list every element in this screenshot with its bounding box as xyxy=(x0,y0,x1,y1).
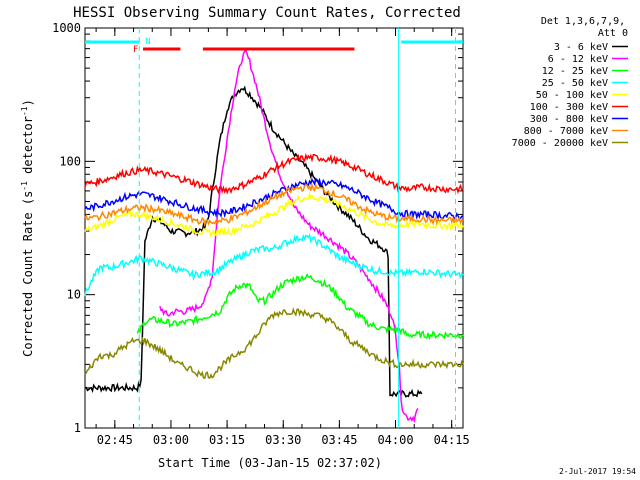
x-axis-ticks: 02:45 03:00 03:15 03:30 03:45 04:00 04:15 xyxy=(95,28,470,447)
x-tick-label: 04:15 xyxy=(434,433,470,447)
y-axis-ticks: 1 10 100 1000 xyxy=(52,21,463,435)
y-axis-label-main: Corrected Count Rate (s xyxy=(21,191,35,357)
flare-flag-label: F xyxy=(133,45,138,55)
flag-bars: NF xyxy=(85,37,463,55)
y-tick-label: 1 xyxy=(74,421,81,435)
legend-label: 50 - 100 keV xyxy=(536,90,608,101)
y-axis-label-sup2: -1 xyxy=(20,106,29,116)
x-tick-label: 03:15 xyxy=(209,433,245,447)
legend-label: 300 - 800 keV xyxy=(530,114,608,125)
x-axis-label: Start Time (03-Jan-15 02:37:02) xyxy=(158,456,382,470)
y-axis-label-mid: detector xyxy=(21,116,35,181)
night-flag-label: N xyxy=(145,37,150,47)
y-axis-label-end: ) xyxy=(21,99,35,106)
series-line-0 xyxy=(84,85,423,398)
y-tick-label: 1000 xyxy=(52,21,81,35)
legend-label: 100 - 300 keV xyxy=(530,102,608,113)
legend-label: 800 - 7000 keV xyxy=(524,126,608,137)
y-tick-label: 100 xyxy=(59,154,81,168)
vertical-markers xyxy=(138,28,457,428)
legend-header-line2: Att 0 xyxy=(598,28,628,39)
footer-timestamp: 2-Jul-2017 19:54 xyxy=(559,467,636,476)
x-tick-label: 02:45 xyxy=(97,433,133,447)
legend-header-line1: Det 1,3,6,7,9, xyxy=(541,16,625,27)
chart-title: HESSI Observing Summary Count Rates, Cor… xyxy=(73,5,461,21)
series-line-4 xyxy=(84,191,464,239)
series-line-1 xyxy=(159,49,419,424)
legend-label: 12 - 25 keV xyxy=(542,66,608,77)
x-tick-label: 03:45 xyxy=(321,433,357,447)
series-lines xyxy=(84,49,464,424)
x-tick-label: 04:00 xyxy=(377,433,413,447)
series-line-7 xyxy=(84,182,464,228)
series-line-6 xyxy=(84,177,464,221)
y-tick-label: 10 xyxy=(67,288,81,302)
plot-area-frame xyxy=(84,27,464,429)
series-line-2 xyxy=(136,272,464,341)
legend-label: 25 - 50 keV xyxy=(542,78,608,89)
legend-label: 6 - 12 keV xyxy=(548,54,608,65)
y-axis-label: Corrected Count Rate (s-1 detector-1) xyxy=(20,99,35,357)
y-axis-label-sup1: -1 xyxy=(20,181,29,191)
series-line-3 xyxy=(84,233,464,297)
series-line-8 xyxy=(84,307,464,380)
legend-label: 3 - 6 keV xyxy=(554,42,608,53)
x-tick-label: 03:30 xyxy=(265,433,301,447)
legend-label: 7000 - 20000 keV xyxy=(512,138,608,149)
x-tick-label: 03:00 xyxy=(153,433,189,447)
series-line-5 xyxy=(84,152,464,195)
